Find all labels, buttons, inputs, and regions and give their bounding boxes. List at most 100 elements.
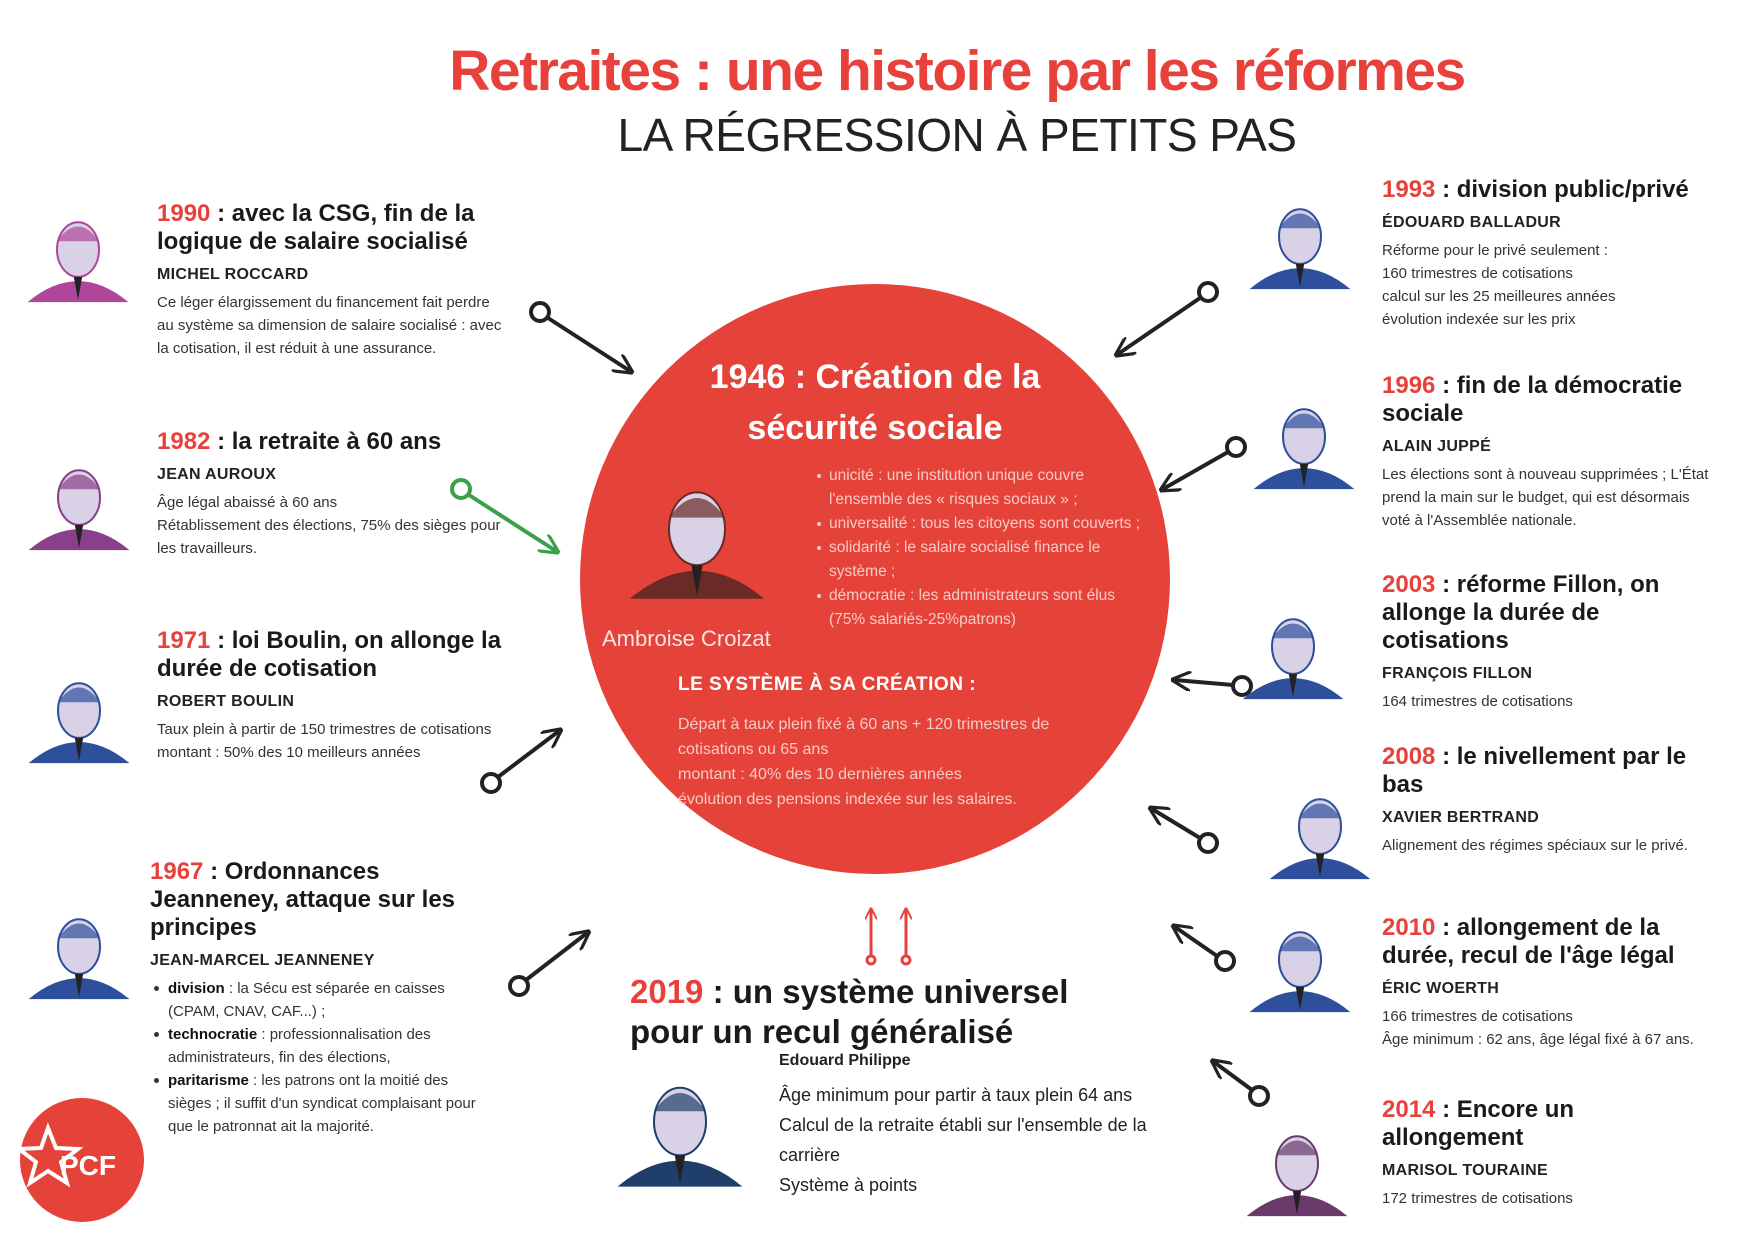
logo-text: PCF xyxy=(60,1150,116,1181)
reform: 2003 : réforme Fillon, on allonge la dur… xyxy=(1382,571,1702,713)
person: MICHEL ROCCARD xyxy=(157,266,309,283)
person: ÉDOUARD BALLADUR xyxy=(1382,214,1562,231)
year: 1990 xyxy=(157,200,211,227)
year: 2003 xyxy=(1382,571,1436,598)
reform: 1971 : loi Boulin, on allonge la durée d… xyxy=(157,627,502,764)
portrait xyxy=(617,1086,743,1187)
text-line: évolution indexée sur les prix xyxy=(1382,311,1576,328)
year: 1993 xyxy=(1382,176,1436,203)
portrait xyxy=(1242,618,1344,700)
reform-title: : avec la CSG, fin de la logique de sala… xyxy=(157,200,475,255)
bullet: paritarisme : les patrons ont la moitié … xyxy=(150,1069,495,1138)
person: FRANÇOIS FILLON xyxy=(1382,665,1533,682)
center-circle xyxy=(580,284,1170,874)
text-line: 166 trimestres de cotisations xyxy=(1382,1008,1573,1025)
term: technocratie xyxy=(168,1026,258,1043)
principle: unicité : une institution unique couvre … xyxy=(815,464,1155,512)
year: 2010 xyxy=(1382,914,1436,941)
system-line: montant : 40% des 10 dernières années xyxy=(678,766,962,783)
person: JEAN AUROUX xyxy=(157,466,277,483)
subtitle: LA RÉGRESSION À PETITS PAS xyxy=(617,109,1297,161)
center-title: 1946 : Création de la sécurité sociale xyxy=(709,358,1041,447)
portrait xyxy=(27,221,129,303)
reform-title: : le nivellement par le bas xyxy=(1382,743,1687,798)
bullet: division : la Sécu est séparée en caisse… xyxy=(150,977,495,1023)
title: Retraites : une histoire par les réforme… xyxy=(449,39,1466,103)
definition: : les patrons ont la moitié des sièges ;… xyxy=(168,1072,476,1135)
reform-heading: 1967 : Ordonnances Jeanneney, attaque su… xyxy=(150,858,495,942)
person: JEAN-MARCEL JEANNENEY xyxy=(150,952,375,969)
system-line: évolution des pensions indexée sur les s… xyxy=(678,791,1017,808)
reform-title: : réforme Fillon, on allonge la durée de… xyxy=(1382,571,1660,654)
text-line: Alignement des régimes spéciaux sur le p… xyxy=(1382,837,1688,854)
reform-heading: 1982 : la retraite à 60 ans xyxy=(157,428,502,456)
reform-heading: 1990 : avec la CSG, fin de la logique de… xyxy=(157,200,502,256)
reform-heading: 2008 : le nivellement par le bas xyxy=(1382,743,1702,799)
text-line: Âge minimum : 62 ans, âge légal fixé à 6… xyxy=(1382,1031,1694,1048)
future-line: Âge minimum pour partir à taux plein 64 … xyxy=(779,1085,1133,1105)
text-line: 164 trimestres de cotisations xyxy=(1382,693,1573,710)
bullet: technocratie : professionnalisation des … xyxy=(150,1023,495,1069)
reform-title: : division public/privé xyxy=(1442,176,1689,203)
text-line: 172 trimestres de cotisations xyxy=(1382,1190,1573,1207)
definition: : professionnalisation des administrateu… xyxy=(168,1026,431,1066)
text-line: Taux plein à partir de 150 trimestres de… xyxy=(157,721,492,738)
year: 1971 xyxy=(157,627,211,654)
text-line: 160 trimestres de cotisations xyxy=(1382,265,1573,282)
year: 2014 xyxy=(1382,1096,1436,1123)
person: ÉRIC WOERTH xyxy=(1382,980,1500,997)
reform: 1996 : fin de la démocratie sociale ALAIN… xyxy=(1382,372,1722,532)
year: 2019 xyxy=(630,973,704,1010)
person: XAVIER BERTRAND xyxy=(1382,809,1540,826)
year: 2008 xyxy=(1382,743,1436,770)
system-heading: LE SYSTÈME À SA CRÉATION : xyxy=(678,674,977,695)
portrait xyxy=(1249,931,1351,1013)
portrait xyxy=(1246,1135,1348,1217)
portrait xyxy=(1269,798,1371,880)
portrait xyxy=(1253,408,1355,490)
principle: démocratie : les administrateurs sont él… xyxy=(815,584,1155,632)
person: ALAIN JUPPÉ xyxy=(1382,438,1492,455)
reform: 1990 : avec la CSG, fin de la logique de… xyxy=(157,200,502,360)
principles: unicité : une institution unique couvre … xyxy=(815,464,1155,632)
reform-heading: 1971 : loi Boulin, on allonge la durée d… xyxy=(157,627,502,683)
system-line: Départ à taux plein fixé à 60 ans + 120 … xyxy=(678,716,1050,758)
reform-title: : loi Boulin, on allonge la durée de cot… xyxy=(157,627,502,682)
year: 1967 xyxy=(150,858,204,885)
reform-title: : la retraite à 60 ans xyxy=(217,428,442,455)
text-line: Les élections sont à nouveau supprimées … xyxy=(1382,466,1709,529)
future-line: Système à points xyxy=(779,1175,918,1195)
portrait-name: Ambroise Croizat xyxy=(602,626,771,651)
text-line: Rétablissement des élections, 75% des si… xyxy=(157,517,501,557)
reform: 1993 : division public/privé ÉDOUARD BALL… xyxy=(1382,176,1722,331)
reform: 2010 : allongement de la durée, recul de… xyxy=(1382,914,1722,1051)
person: ROBERT BOULIN xyxy=(157,693,295,710)
portraits xyxy=(27,208,1371,1217)
reform-heading: 1996 : fin de la démocratie sociale xyxy=(1382,372,1722,428)
future-line: Calcul de la retraite établi sur l'ensem… xyxy=(779,1115,1147,1165)
arrows xyxy=(450,281,1270,1107)
text-line: Ce léger élargissement du financement fa… xyxy=(157,294,502,357)
reform: 1982 : la retraite à 60 ans JEAN AUROUX Âg… xyxy=(157,428,502,560)
reform-title: : un système universel pour un recul gén… xyxy=(630,973,1069,1050)
reform-title: : fin de la démocratie sociale xyxy=(1382,372,1683,427)
term: paritarisme xyxy=(168,1072,249,1089)
reform: 2014 : Encore un allongement MARISOL TOUR… xyxy=(1382,1096,1722,1210)
reform: 2008 : le nivellement par le bas XAVIER B… xyxy=(1382,743,1702,857)
year: 1996 xyxy=(1382,372,1436,399)
portrait xyxy=(629,491,765,599)
reform-title: : Ordonnances Jeanneney, attaque sur les… xyxy=(150,858,456,941)
portrait xyxy=(28,469,130,551)
reform-heading: 2010 : allongement de la durée, recul de… xyxy=(1382,914,1722,970)
reform-title: : allongement de la durée, recul de l'âg… xyxy=(1382,914,1675,969)
future-lines: Âge minimum pour partir à taux plein 64 … xyxy=(779,1080,1179,1200)
logo-circle xyxy=(20,1098,144,1222)
reform-heading: 1993 : division public/privé xyxy=(1382,176,1722,204)
person: MARISOL TOURAINE xyxy=(1382,1162,1548,1179)
reform-title: : Encore un allongement xyxy=(1382,1096,1575,1151)
reform-heading: 2003 : réforme Fillon, on allonge la dur… xyxy=(1382,571,1702,655)
portrait xyxy=(28,682,130,764)
system-lines: Départ à taux plein fixé à 60 ans + 120 … xyxy=(678,712,1128,812)
future-block: 2019 : un système universel pour un recu… xyxy=(630,972,1150,1052)
